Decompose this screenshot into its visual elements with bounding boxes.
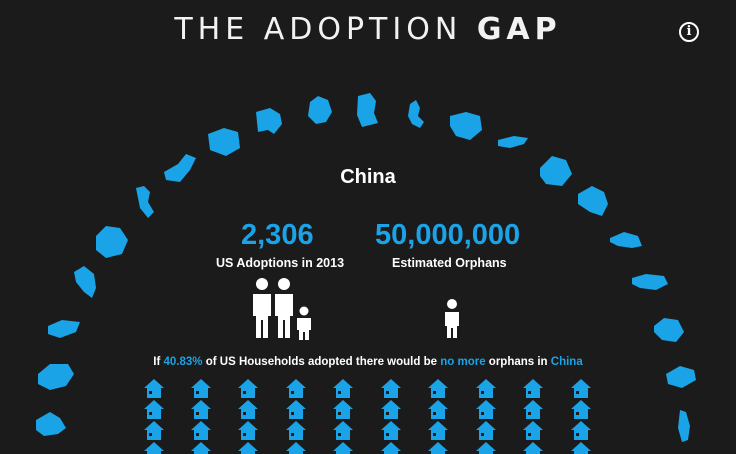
house-icon [571,442,591,454]
us-adoptions-value: 2,306 [241,219,314,251]
title-gap: GAP [476,12,562,47]
house-icon [381,421,401,440]
households-sentence: If 40.83% of US Households adopted there… [0,356,736,368]
sentence-highlight: no more [440,356,486,368]
sentence-part1: If [153,356,164,368]
house-icon [238,400,258,419]
house-icon [333,379,353,398]
house-icon [523,442,543,454]
child-icon [445,299,459,338]
house-icon [286,400,306,419]
house-icon [571,421,591,440]
app-title: THE ADOPTION GAP [0,12,736,47]
house-icon [238,442,258,454]
country-shape[interactable] [136,186,154,218]
country-shape[interactable] [36,412,66,436]
house-icon [428,421,448,440]
house-icon [523,421,543,440]
country-shape[interactable] [678,410,690,442]
sentence-country: China [550,356,583,368]
house-icon [523,379,543,398]
country-shape[interactable] [96,226,128,258]
orphans-value: 50,000,000 [375,219,521,251]
country-shape[interactable] [208,128,240,156]
country-shape[interactable] [450,112,482,140]
house-icon [286,421,306,440]
house-icon [476,442,496,454]
house-icon [191,379,211,398]
country-shape[interactable] [357,93,378,127]
country-shape[interactable] [48,320,80,338]
country-shape[interactable] [654,318,684,342]
country-shape[interactable] [498,136,528,148]
sentence-part2: of US Households adopted there would be [202,356,441,368]
house-icon [428,379,448,398]
country-shape[interactable] [408,100,424,128]
sentence-percent: 40.83% [163,356,203,368]
country-shape[interactable] [38,364,74,390]
house-icon [428,442,448,454]
country-shape[interactable] [632,274,668,290]
house-icon [286,379,306,398]
selected-country-name: China [340,166,396,188]
family-icon [253,278,311,340]
info-icon[interactable]: i [679,22,699,42]
house-icon [523,400,543,419]
house-icon [381,400,401,419]
house-icon [191,400,211,419]
house-icon [238,379,258,398]
title-prefix: THE ADOPTION [174,12,463,47]
sentence-part3: orphans in [485,356,551,368]
house-icon [333,421,353,440]
country-shape[interactable] [610,232,642,248]
house-icon [381,442,401,454]
country-shape[interactable] [578,186,608,216]
house-icon [144,421,164,440]
orphans-label: Estimated Orphans [392,256,507,270]
house-icon [191,421,211,440]
country-shape[interactable] [256,108,282,134]
country-shape[interactable] [164,154,196,182]
house-icon [333,400,353,419]
house-icon [476,400,496,419]
house-icon [144,442,164,454]
house-icon [476,379,496,398]
house-icon [333,442,353,454]
country-shape[interactable] [308,96,332,124]
house-icon [238,421,258,440]
us-adoptions-label: US Adoptions in 2013 [216,256,345,270]
house-icon [476,421,496,440]
house-icon [144,379,164,398]
house-icon [571,379,591,398]
house-icon [144,400,164,419]
house-icon [571,400,591,419]
house-icon [428,400,448,419]
country-shape[interactable] [666,366,696,388]
house-icon [286,442,306,454]
country-shape[interactable] [540,156,572,186]
house-icon [381,379,401,398]
house-icon [191,442,211,454]
country-shape[interactable] [74,266,96,298]
